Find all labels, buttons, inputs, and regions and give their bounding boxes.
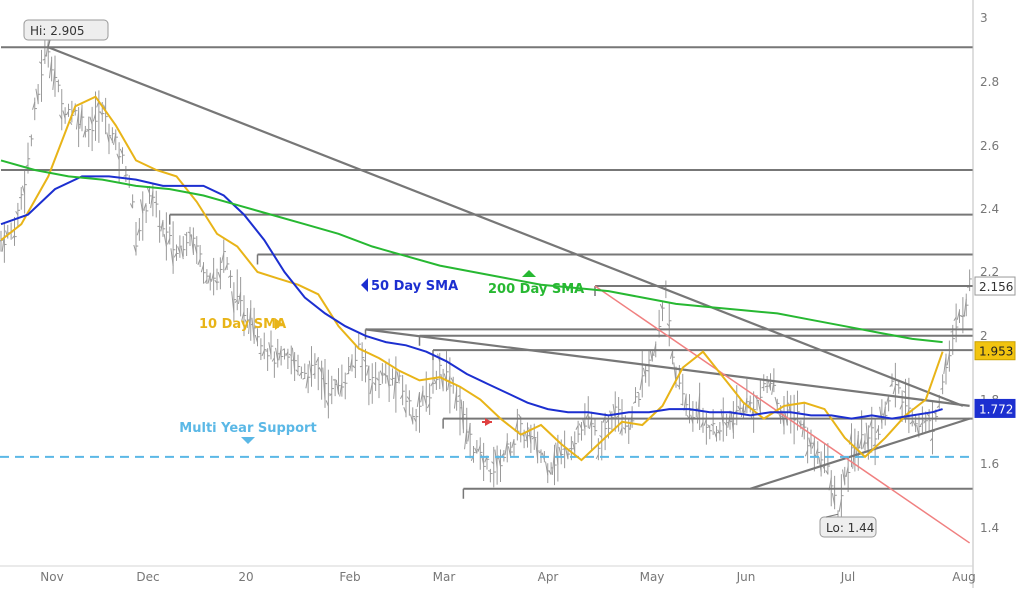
price-bar-open [377,379,379,380]
price-bar-open [343,382,345,383]
x-tick-label: 20 [238,570,253,584]
x-tick-label: Dec [136,570,159,584]
y-tick-label: 2.8 [980,75,999,89]
price-label-value: 1.953 [979,345,1013,359]
y-tick-label: 2.4 [980,202,999,216]
price-label: 2.156 [975,277,1015,295]
price-label-value: 1.772 [979,402,1013,416]
x-tick-label: Feb [339,570,360,584]
price-label-value: 2.156 [979,280,1013,294]
price-label: 1.953 [975,342,1015,360]
y-tick-label: 1.4 [980,521,999,535]
x-tick-label: Mar [433,570,456,584]
x-tick-label: Jun [736,570,756,584]
low-label-text: Lo: 1.44 [826,521,874,535]
sma200-label: 200 Day SMA [488,282,584,297]
sma10-label: 10 Day SMA [199,317,286,332]
price-label: 1.772 [975,399,1015,417]
y-tick-label: 2 [980,329,988,343]
x-tick-label: Jul [840,570,855,584]
price-bar-open [488,471,490,472]
price-bar-open [360,366,362,367]
low-label: Lo: 1.44 [820,514,876,537]
sma50-label: 50 Day SMA [371,279,458,294]
high-label-text: Hi: 2.905 [30,24,85,38]
x-tick-label: Apr [538,570,559,584]
y-tick-label: 1.6 [980,457,999,471]
x-tick-label: Aug [952,570,975,584]
x-tick-label: Nov [40,570,63,584]
multi-year-support-label: Multi Year Support [179,421,316,436]
y-tick-label: 2.6 [980,139,999,153]
x-tick-label: May [640,570,665,584]
y-tick-label: 3 [980,11,988,25]
